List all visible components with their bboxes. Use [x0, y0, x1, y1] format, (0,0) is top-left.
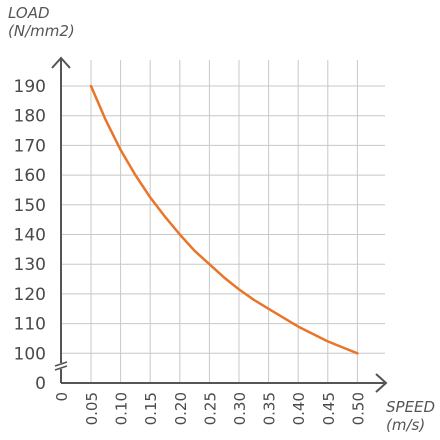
series-layer [89, 84, 359, 355]
y-tick-label: 180 [14, 107, 46, 127]
y-tick-label: 170 [14, 136, 46, 156]
axis-break-mark [54, 365, 68, 371]
axes [51, 56, 388, 393]
x-tick-label: 0.45 [320, 392, 338, 425]
y-tick-label: 110 [14, 315, 46, 335]
x-axis-label-line1: SPEED [386, 398, 436, 416]
series-line [89, 84, 359, 355]
y-tick-label: 140 [14, 226, 46, 246]
x-tick-label: 0.25 [201, 392, 219, 425]
tick-labels: 0 100 110 120 130 140 150 160 170 180 190 0 0.05 0.10… [14, 77, 368, 425]
x-axis-label-line2: (m/s) [386, 416, 426, 434]
y-axis-label-line2: (N/mm2) [8, 22, 75, 40]
x-tick-label: 0.40 [290, 392, 308, 425]
x-tick-label: 0.20 [172, 392, 190, 425]
y-axis-label: LOAD (N/mm2) [8, 4, 75, 40]
y-tick-label: 0 [35, 374, 46, 394]
x-tick-label: 0.10 [113, 392, 131, 425]
axis-break-mark [54, 361, 68, 367]
x-tick-label: 0.35 [261, 392, 279, 425]
y-tick-label: 160 [14, 166, 46, 186]
axis-break-gap [55, 363, 67, 369]
x-tick-label: 0.05 [83, 392, 101, 425]
y-tick-label: 130 [14, 255, 46, 275]
y-tick-label: 150 [14, 196, 46, 216]
x-axis-arrow [375, 373, 388, 393]
y-tick-label: 190 [14, 77, 46, 97]
x-tick-label: 0.50 [349, 392, 367, 425]
y-tick-label: 100 [14, 344, 46, 364]
y-tick-label: 120 [14, 285, 46, 305]
x-tick-label: 0.15 [142, 392, 160, 425]
x-tick-label: 0 [53, 392, 71, 402]
y-axis-arrow [51, 56, 71, 69]
x-tick-label: 0.30 [231, 392, 249, 425]
grid [61, 60, 385, 383]
y-axis-label-line1: LOAD [8, 4, 50, 22]
x-axis-label: SPEED (m/s) [386, 398, 435, 434]
